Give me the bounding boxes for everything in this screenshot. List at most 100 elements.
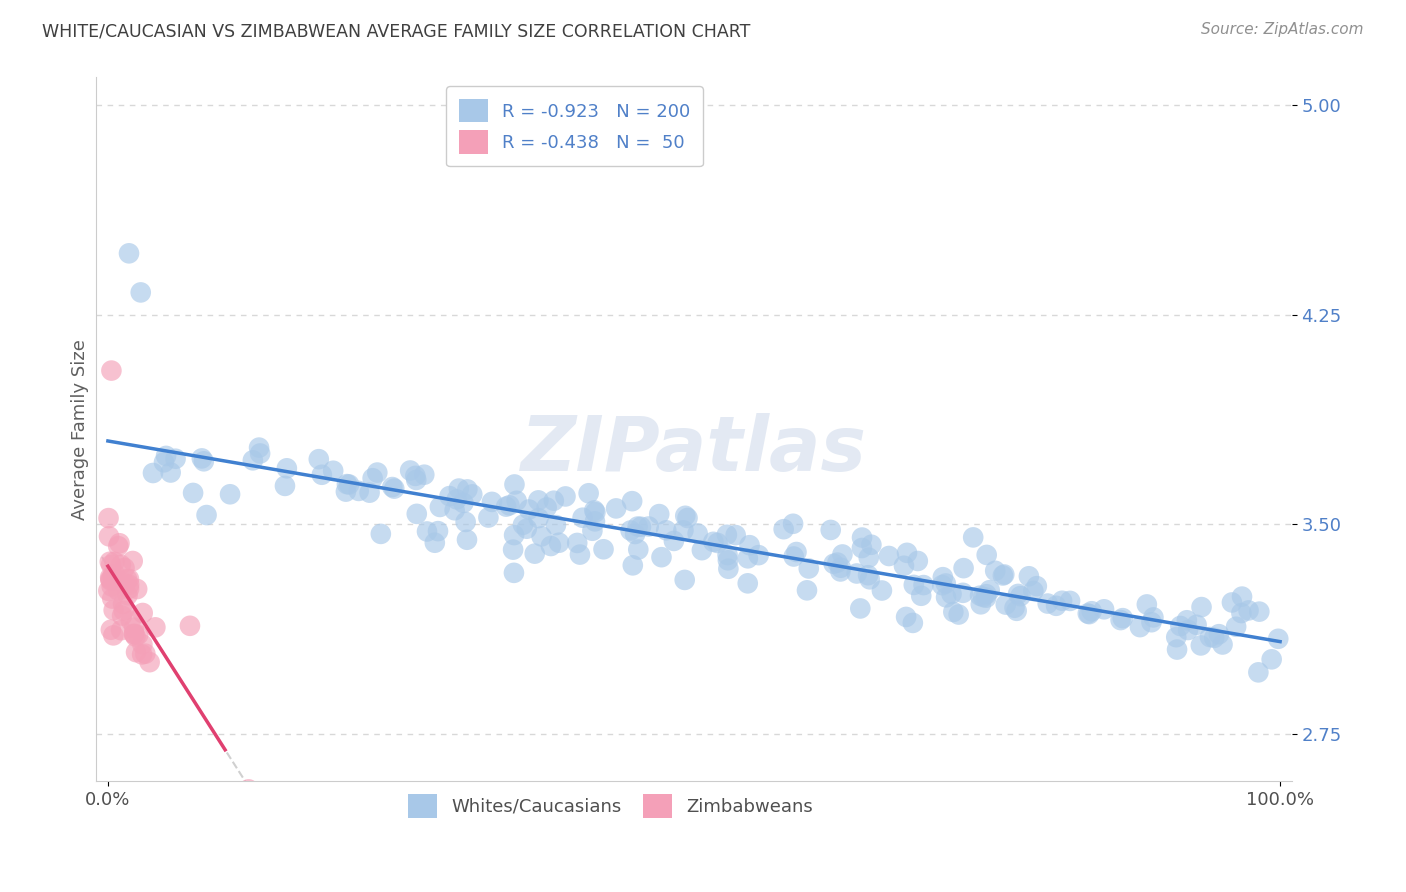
Point: [138, 655, 160, 669]
Point: [1025, 579, 1047, 593]
Point: [901, 615, 924, 630]
Point: [1166, 630, 1188, 644]
Point: [627, 519, 650, 533]
Point: [404, 469, 426, 483]
Point: [112, 597, 135, 611]
Point: [1170, 619, 1192, 633]
Point: [627, 542, 650, 557]
Point: [159, 466, 181, 480]
Point: [114, 561, 136, 575]
Point: [748, 548, 770, 562]
Point: [481, 495, 503, 509]
Point: [118, 572, 141, 586]
Point: [446, 492, 468, 507]
Point: [820, 523, 842, 537]
Point: [1112, 611, 1135, 625]
Point: [129, 285, 152, 300]
Point: [567, 536, 589, 550]
Point: [935, 576, 957, 591]
Point: [242, 453, 264, 467]
Point: [238, 782, 260, 797]
Point: [858, 550, 880, 565]
Point: [851, 541, 873, 555]
Point: [193, 454, 215, 468]
Point: [544, 518, 567, 533]
Point: [125, 645, 148, 659]
Point: [1018, 569, 1040, 583]
Point: [1267, 632, 1289, 646]
Point: [1208, 627, 1230, 641]
Point: [443, 503, 465, 517]
Point: [571, 510, 593, 524]
Point: [100, 558, 122, 572]
Point: [527, 493, 550, 508]
Point: [548, 535, 571, 549]
Point: [512, 517, 534, 532]
Point: [145, 620, 167, 634]
Point: [1036, 597, 1059, 611]
Point: [191, 451, 214, 466]
Point: [274, 479, 297, 493]
Point: [498, 499, 520, 513]
Point: [117, 588, 139, 602]
Point: [583, 514, 606, 528]
Point: [1237, 603, 1260, 617]
Point: [637, 519, 659, 533]
Point: [107, 583, 129, 598]
Point: [1142, 610, 1164, 624]
Point: [461, 487, 484, 501]
Point: [630, 520, 652, 534]
Point: [429, 500, 451, 514]
Point: [910, 589, 932, 603]
Point: [1212, 638, 1234, 652]
Point: [131, 637, 153, 651]
Text: ZIPatlas: ZIPatlas: [522, 413, 868, 487]
Point: [1080, 604, 1102, 618]
Point: [676, 511, 699, 525]
Point: [673, 573, 696, 587]
Point: [1189, 639, 1212, 653]
Point: [993, 567, 1015, 582]
Point: [405, 507, 427, 521]
Point: [122, 627, 145, 641]
Point: [405, 473, 427, 487]
Point: [1230, 606, 1253, 620]
Point: [1022, 584, 1045, 599]
Point: [796, 583, 818, 598]
Point: [347, 483, 370, 498]
Point: [952, 561, 974, 575]
Point: [1175, 613, 1198, 627]
Point: [952, 586, 974, 600]
Point: [382, 482, 405, 496]
Point: [423, 535, 446, 549]
Point: [856, 568, 879, 582]
Point: [103, 628, 125, 642]
Point: [103, 603, 125, 617]
Point: [942, 605, 965, 619]
Point: [127, 628, 149, 642]
Legend: Whites/Caucasians, Zimbabweans: Whites/Caucasians, Zimbabweans: [401, 787, 820, 825]
Point: [142, 466, 165, 480]
Point: [181, 486, 204, 500]
Point: [495, 500, 517, 514]
Point: [860, 538, 883, 552]
Point: [118, 246, 141, 260]
Point: [110, 624, 132, 638]
Point: [845, 566, 868, 581]
Point: [98, 555, 121, 569]
Point: [112, 604, 135, 618]
Point: [517, 502, 540, 516]
Point: [247, 441, 270, 455]
Point: [991, 568, 1014, 582]
Point: [543, 493, 565, 508]
Point: [122, 627, 145, 641]
Point: [1199, 630, 1222, 644]
Point: [1185, 617, 1208, 632]
Point: [97, 511, 120, 525]
Point: [503, 566, 526, 580]
Point: [118, 577, 141, 591]
Point: [416, 524, 439, 539]
Point: [941, 587, 963, 601]
Point: [1010, 589, 1032, 603]
Point: [335, 484, 357, 499]
